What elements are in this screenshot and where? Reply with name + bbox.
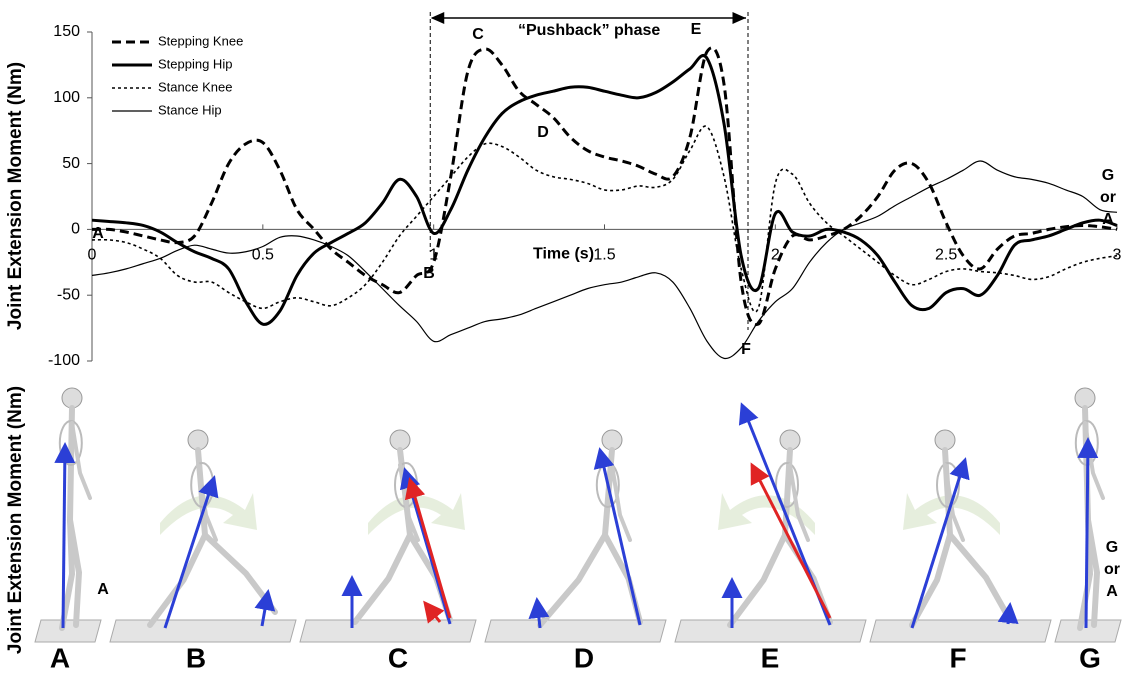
x-tick-label: 0 — [88, 247, 97, 264]
rotation-arrow — [718, 493, 815, 535]
panel-inset-label: G — [1106, 539, 1118, 556]
force-platform — [870, 620, 1051, 642]
x-tick-label: 3 — [1113, 247, 1122, 264]
series-line — [92, 126, 1117, 312]
force-arrow — [425, 603, 440, 622]
y-tick-label: -50 — [57, 286, 80, 303]
legend-label: Stance Hip — [158, 102, 222, 117]
legend-label: Stance Knee — [158, 79, 232, 94]
panel-y-axis-title: Joint Extension Moment (Nm) — [5, 386, 26, 654]
panel-label: E — [761, 642, 780, 673]
point-label: D — [537, 124, 549, 141]
y-tick-label: 150 — [53, 23, 80, 40]
point-label: C — [472, 26, 484, 43]
skeleton-leg — [730, 535, 785, 625]
x-tick-label: 2.5 — [935, 247, 957, 264]
side-label: G — [1102, 167, 1114, 184]
panel-inset-label: or — [1104, 561, 1120, 578]
x-tick-label: 2 — [771, 247, 780, 264]
panel-label: F — [949, 642, 966, 673]
force-platform — [35, 620, 101, 642]
force-platform — [675, 620, 866, 642]
panel-label: D — [574, 642, 594, 673]
skeleton-panels — [35, 388, 1121, 642]
skeleton-head — [935, 430, 955, 450]
skeleton-head — [188, 430, 208, 450]
x-axis-title: Time (s) — [533, 246, 594, 263]
point-label: E — [691, 21, 702, 38]
force-arrow — [1008, 605, 1010, 624]
panel-inset-label: A — [97, 581, 109, 598]
point-label: B — [423, 265, 435, 282]
legend-label: Stepping Knee — [158, 33, 243, 48]
series-line — [92, 48, 1117, 325]
panel-label: A — [50, 642, 70, 673]
skeleton-head — [602, 430, 622, 450]
skeleton-leg — [150, 535, 205, 625]
force-arrow — [405, 470, 450, 624]
panel-label: C — [388, 642, 408, 673]
side-label: or — [1100, 189, 1116, 206]
y-tick-label: 0 — [71, 221, 80, 238]
skeleton-leg — [540, 535, 605, 625]
skeleton-leg — [355, 535, 410, 622]
panel-label: B — [186, 642, 206, 673]
force-arrow — [63, 445, 65, 628]
phase-label: “Pushback” phase — [518, 22, 660, 39]
skeleton-head — [780, 430, 800, 450]
side-label: A — [1102, 211, 1114, 228]
y-tick-label: 100 — [53, 89, 80, 106]
point-label: F — [741, 341, 751, 358]
x-tick-label: 1.5 — [593, 247, 615, 264]
force-arrow — [1086, 440, 1088, 628]
legend-label: Stepping Hip — [158, 56, 232, 71]
panel-inset-label: A — [1106, 583, 1118, 600]
force-arrow — [752, 465, 830, 618]
skeleton-leg — [205, 535, 275, 612]
y-tick-label: 50 — [62, 155, 80, 172]
force-platform — [1055, 620, 1121, 642]
skeleton-head — [62, 388, 82, 408]
force-platform — [110, 620, 296, 642]
y-tick-label: -100 — [48, 352, 80, 369]
panel-label: G — [1079, 642, 1101, 673]
y-axis-title: Joint Extension Moment (Nm) — [5, 62, 26, 330]
point-label: A — [92, 225, 104, 242]
skeleton-leg — [950, 535, 1010, 620]
figure: Joint Extension Moment (Nm) Joint Extens… — [0, 0, 1124, 674]
